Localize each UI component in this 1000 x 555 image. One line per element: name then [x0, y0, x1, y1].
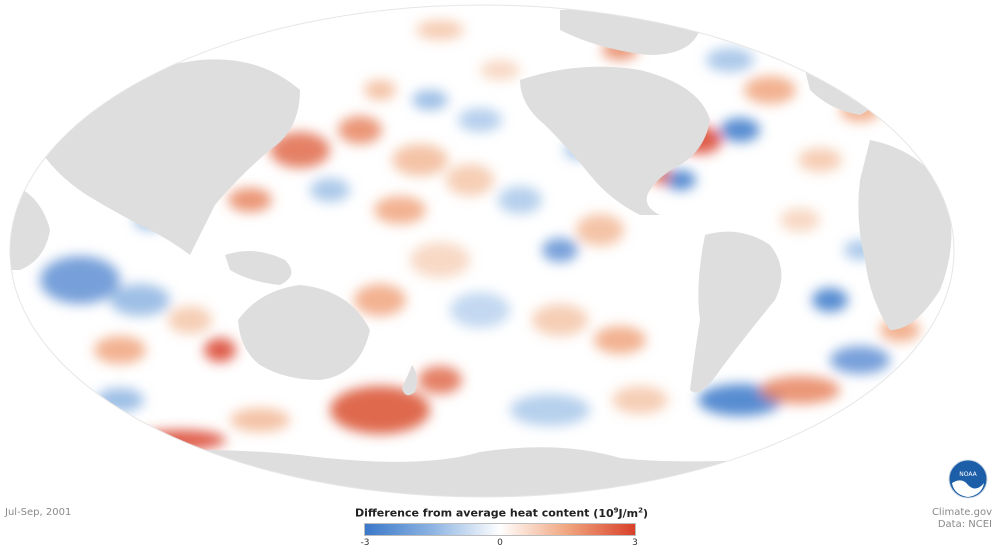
anomaly-patch	[392, 144, 448, 176]
anomaly-patch	[812, 288, 848, 312]
anomaly-patch	[612, 386, 668, 414]
anomaly-patch	[412, 90, 448, 110]
legend-max-label: 3	[632, 537, 638, 548]
anomaly-patch	[594, 326, 646, 354]
anomaly-patch	[228, 188, 272, 212]
globe-outline	[9, 4, 955, 498]
anomaly-patch	[94, 336, 146, 364]
credits-source: Climate.gov	[931, 507, 992, 518]
anomaly-patch	[354, 284, 406, 316]
anomaly-patch	[830, 346, 890, 374]
credits: Climate.gov Data: NCEI	[932, 507, 992, 531]
anomaly-patch	[338, 116, 382, 144]
anomaly-patch	[760, 376, 840, 404]
anomaly-patch	[416, 20, 464, 40]
anomaly-patch	[744, 76, 796, 104]
anomaly-patch	[498, 186, 542, 214]
anomaly-patch	[310, 178, 350, 202]
anomaly-patch	[374, 196, 426, 224]
legend-min-label: -3	[360, 537, 370, 548]
legend-mid-label: 0	[497, 537, 503, 548]
credits-data: Data: NCEI	[937, 519, 992, 530]
noaa-logo: NOAA	[948, 459, 988, 499]
anomaly-patch	[706, 48, 754, 72]
heat-anomaly-layer	[40, 20, 920, 450]
anomaly-patch	[330, 386, 430, 434]
anomaly-patch	[664, 170, 696, 190]
legend-title-text: Difference from average heat content	[355, 506, 590, 520]
period-label: Jul-Sep, 2001	[5, 507, 72, 518]
legend-color-bar: -3 0 3	[361, 522, 638, 548]
anomaly-patch	[168, 306, 212, 334]
legend-title: Difference from average heat content (10…	[355, 506, 648, 520]
svg-text:NOAA: NOAA	[959, 471, 977, 478]
color-legend: Difference from average heat content (10…	[355, 506, 648, 548]
anomaly-patch	[532, 304, 588, 336]
world-map	[9, 4, 955, 498]
anomaly-patch	[510, 394, 590, 426]
anomaly-patch	[480, 60, 520, 80]
anomaly-patch	[798, 148, 842, 172]
anomaly-patch	[410, 242, 470, 278]
anomaly-patch	[576, 214, 624, 246]
anomaly-patch	[418, 366, 462, 394]
anomaly-patch	[364, 80, 396, 100]
anomaly-patch	[450, 292, 510, 328]
anomaly-patch	[230, 408, 290, 432]
legend-unit: (109J/m2)	[593, 506, 648, 520]
anomaly-patch	[458, 108, 502, 132]
anomaly-patch	[780, 208, 820, 232]
anomaly-patch	[720, 118, 760, 142]
anomaly-patch	[204, 338, 236, 362]
anomaly-patch	[446, 164, 494, 196]
anomaly-patch	[110, 284, 170, 316]
anomaly-patch	[542, 238, 578, 262]
anomaly-patch	[40, 256, 120, 304]
anomaly-patch	[270, 132, 330, 168]
